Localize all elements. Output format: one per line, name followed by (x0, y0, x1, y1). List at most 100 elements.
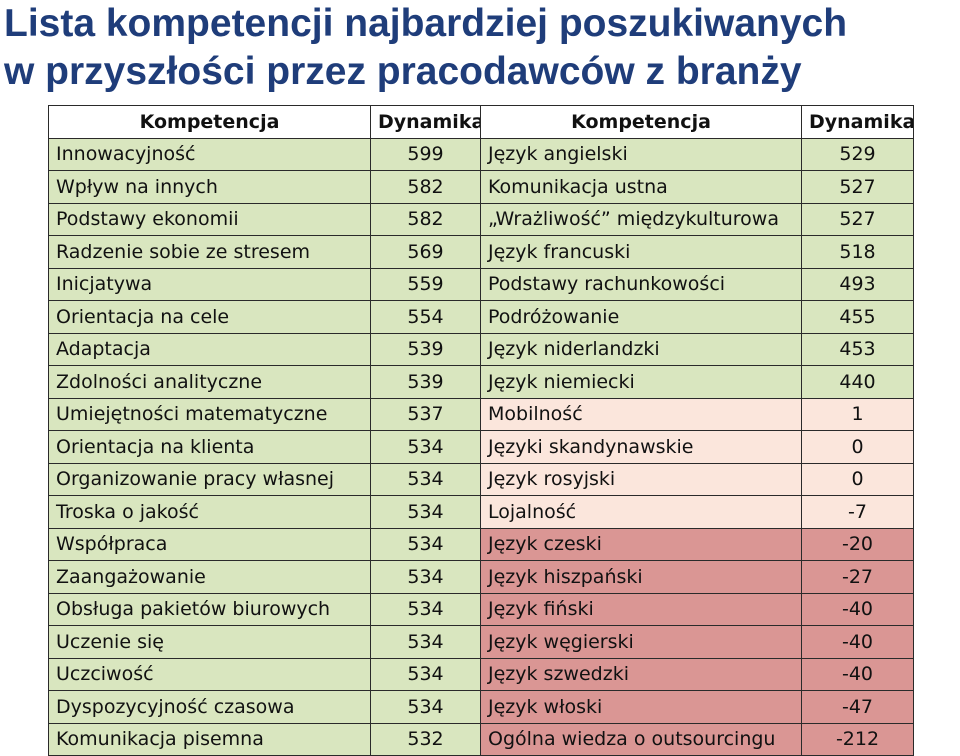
right-dynamics-cell: 518 (801, 235, 914, 269)
right-dynamics-cell: 0 (801, 462, 914, 496)
left-dynamics-cell: 532 (370, 722, 481, 756)
left-dynamics-cell: 534 (370, 495, 481, 529)
left-competence-cell: Radzenie sobie ze stresem (48, 235, 371, 269)
table-row: Troska o jakość 534 Lojalność -7 (48, 495, 914, 529)
table-row: Obsługa pakietów biurowych 534 Język fińsk… (48, 592, 914, 626)
left-competence-cell: Obsługa pakietów biurowych (48, 592, 371, 626)
competencies-table: Kompetencja Dynamika Kompetencja Dynamik… (48, 105, 914, 756)
left-competence-cell: Adaptacja (48, 332, 371, 366)
right-competence-cell: Język niderlandzki (480, 332, 802, 366)
table-row: Uczciwość 534 Język szwedzki -40 (48, 657, 914, 691)
left-dynamics-cell: 534 (370, 430, 481, 464)
table-row: Uczenie się 534 Język węgierski -40 (48, 625, 914, 659)
left-dynamics-cell: 559 (370, 267, 481, 301)
table-row: Umiejętności matematyczne 537 Mobilność 1 (48, 397, 914, 431)
right-competence-cell: Język węgierski (480, 625, 802, 659)
page-title: Lista kompetencji najbardziej poszukiwan… (4, 0, 960, 96)
left-competence-cell: Zdolności analityczne (48, 365, 371, 399)
right-dynamics-cell: -27 (801, 560, 914, 594)
right-competence-cell: Komunikacja ustna (480, 170, 802, 204)
right-dynamics-cell: 529 (801, 137, 914, 171)
right-competence-cell: Lojalność (480, 495, 802, 529)
left-dynamics-cell: 569 (370, 235, 481, 269)
right-competence-cell: Ogólna wiedza o outsourcingu (480, 722, 802, 756)
table-row: Zaangażowanie 534 Język hiszpański -27 (48, 560, 914, 594)
header-dynamics-right: Dynamika (801, 105, 914, 139)
left-dynamics-cell: 534 (370, 690, 481, 724)
title-line-2: w przyszłości przez pracodawców z branży (4, 50, 802, 93)
right-competence-cell: Języki skandynawskie (480, 430, 802, 464)
right-dynamics-cell: -40 (801, 625, 914, 659)
table-row: Orientacja na klienta 534 Języki skandynaw… (48, 430, 914, 464)
left-dynamics-cell: 534 (370, 560, 481, 594)
right-competence-cell: Język hiszpański (480, 560, 802, 594)
left-competence-cell: Dyspozycyjność czasowa (48, 690, 371, 724)
left-competence-cell: Uczenie się (48, 625, 371, 659)
left-dynamics-cell: 534 (370, 592, 481, 626)
left-competence-cell: Troska o jakość (48, 495, 371, 529)
right-dynamics-cell: 455 (801, 300, 914, 334)
right-competence-cell: Język rosyjski (480, 462, 802, 496)
table-row: Innowacyjność 599 Język angielski 529 (48, 137, 914, 171)
left-dynamics-cell: 539 (370, 365, 481, 399)
left-competence-cell: Podstawy ekonomii (48, 202, 371, 236)
left-competence-cell: Komunikacja pisemna (48, 722, 371, 756)
left-competence-cell: Inicjatywa (48, 267, 371, 301)
left-dynamics-cell: 582 (370, 170, 481, 204)
header-competence-left: Kompetencja (48, 105, 371, 139)
table-row: Adaptacja 539 Język niderlandzki 453 (48, 332, 914, 366)
header-competence-right: Kompetencja (480, 105, 802, 139)
left-competence-cell: Orientacja na klienta (48, 430, 371, 464)
left-dynamics-cell: 537 (370, 397, 481, 431)
right-competence-cell: Podstawy rachunkowości (480, 267, 802, 301)
table-row: Podstawy ekonomii 582 „Wrażliwość” międzyk… (48, 202, 914, 236)
right-competence-cell: Język niemiecki (480, 365, 802, 399)
left-competence-cell: Współpraca (48, 527, 371, 561)
right-competence-cell: „Wrażliwość” międzykulturowa (480, 202, 802, 236)
left-dynamics-cell: 539 (370, 332, 481, 366)
right-competence-cell: Język szwedzki (480, 657, 802, 691)
title-line-1: Lista kompetencji najbardziej poszukiwan… (4, 2, 848, 45)
table-row: Komunikacja pisemna 532 Ogólna wiedza o ou… (48, 722, 914, 756)
left-competence-cell: Uczciwość (48, 657, 371, 691)
left-dynamics-cell: 599 (370, 137, 481, 171)
table-row: Organizowanie pracy własnej 534 Język rosy… (48, 462, 914, 496)
right-dynamics-cell: 527 (801, 202, 914, 236)
table-row: Wpływ na innych 582 Komunikacja ustna 527 (48, 170, 914, 204)
table-row: Radzenie sobie ze stresem 569 Język francu… (48, 235, 914, 269)
right-dynamics-cell: 1 (801, 397, 914, 431)
right-dynamics-cell: -212 (801, 722, 914, 756)
right-competence-cell: Język czeski (480, 527, 802, 561)
right-competence-cell: Mobilność (480, 397, 802, 431)
table-row: Współpraca 534 Język czeski -20 (48, 527, 914, 561)
left-competence-cell: Wpływ na innych (48, 170, 371, 204)
left-competence-cell: Umiejętności matematyczne (48, 397, 371, 431)
right-dynamics-cell: -47 (801, 690, 914, 724)
right-dynamics-cell: 453 (801, 332, 914, 366)
left-dynamics-cell: 534 (370, 527, 481, 561)
left-competence-cell: Innowacyjność (48, 137, 371, 171)
table-header-row: Kompetencja Dynamika Kompetencja Dynamik… (48, 105, 914, 139)
right-competence-cell: Język angielski (480, 137, 802, 171)
right-dynamics-cell: 0 (801, 430, 914, 464)
right-dynamics-cell: -7 (801, 495, 914, 529)
right-dynamics-cell: 440 (801, 365, 914, 399)
right-dynamics-cell: 527 (801, 170, 914, 204)
right-competence-cell: Język francuski (480, 235, 802, 269)
left-competence-cell: Zaangażowanie (48, 560, 371, 594)
left-dynamics-cell: 554 (370, 300, 481, 334)
right-dynamics-cell: -20 (801, 527, 914, 561)
table-row: Zdolności analityczne 539 Język niemiecki 4… (48, 365, 914, 399)
table-row: Inicjatywa 559 Podstawy rachunkowości 493 (48, 267, 914, 301)
left-dynamics-cell: 534 (370, 625, 481, 659)
table-row: Dyspozycyjność czasowa 534 Język włoski -47 (48, 690, 914, 724)
right-dynamics-cell: -40 (801, 657, 914, 691)
right-dynamics-cell: 493 (801, 267, 914, 301)
right-dynamics-cell: -40 (801, 592, 914, 626)
left-competence-cell: Organizowanie pracy własnej (48, 462, 371, 496)
right-competence-cell: Język fiński (480, 592, 802, 626)
left-competence-cell: Orientacja na cele (48, 300, 371, 334)
left-dynamics-cell: 582 (370, 202, 481, 236)
header-dynamics-left: Dynamika (370, 105, 481, 139)
right-competence-cell: Podróżowanie (480, 300, 802, 334)
